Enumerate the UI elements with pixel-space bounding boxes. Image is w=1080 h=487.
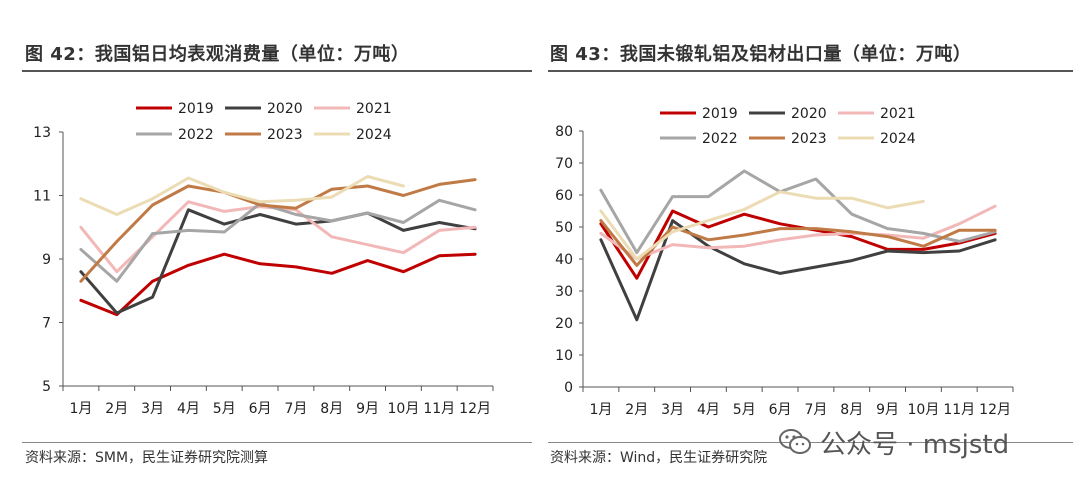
legend-label-2019: 2019 xyxy=(702,106,738,122)
y-tick-label: 7 xyxy=(42,316,51,332)
x-tick-label: 2月 xyxy=(105,401,128,417)
y-tick-label: 0 xyxy=(564,380,573,396)
y-tick-label: 13 xyxy=(33,125,51,141)
x-tick-label: 10月 xyxy=(908,402,940,418)
y-tick-label: 10 xyxy=(555,348,573,364)
chart-panel-export: 图 43：我国未锻轧铝及铝材出口量（单位：万吨） 0 10 20 30 40 50 60 70… xyxy=(540,0,1080,487)
series-line-2024 xyxy=(79,175,405,216)
chart-panel-consumption: 图 42：我国铝日均表观消费量（单位：万吨） 5 7 9 11 13 1月 2月 3月 4月 5月… xyxy=(0,0,532,487)
y-tick-label: 5 xyxy=(42,379,51,395)
x-tick-label: 3月 xyxy=(141,401,164,417)
series-line-2020 xyxy=(79,208,477,315)
y-tick-label: 50 xyxy=(555,220,573,236)
y-tick-label: 40 xyxy=(555,252,573,268)
title-divider xyxy=(22,70,532,72)
y-tick-label: 11 xyxy=(33,189,51,205)
x-tick-label: 1月 xyxy=(69,401,92,417)
x-tick-label: 3月 xyxy=(661,402,684,418)
x-tick-label: 7月 xyxy=(284,401,307,417)
x-tick-label: 5月 xyxy=(213,401,236,417)
y-tick-label: 9 xyxy=(42,252,51,268)
x-tick-label: 11月 xyxy=(943,402,975,418)
y-tick-label: 20 xyxy=(555,316,573,332)
legend-label-2021: 2021 xyxy=(880,106,916,122)
x-tick-label: 9月 xyxy=(876,402,899,418)
x-tick-label: 2月 xyxy=(625,402,648,418)
legend-label-2023: 2023 xyxy=(791,131,827,147)
y-tick-label: 70 xyxy=(555,156,573,172)
legend-label-2019: 2019 xyxy=(178,101,214,117)
legend-label-2024: 2024 xyxy=(880,131,916,147)
x-tick-label: 12月 xyxy=(979,402,1011,418)
legend-label-2020: 2020 xyxy=(791,106,827,122)
source-divider xyxy=(22,442,532,443)
watermark: 公众号 · msjstd xyxy=(778,424,1009,460)
legend-label-2021: 2021 xyxy=(356,101,392,117)
x-tick-label: 4月 xyxy=(697,402,720,418)
x-tick-label: 1月 xyxy=(589,402,612,418)
y-tick-label: 80 xyxy=(555,124,573,140)
x-tick-label: 8月 xyxy=(320,401,343,417)
legend-label-2020: 2020 xyxy=(267,101,303,117)
x-tick-label: 6月 xyxy=(769,402,792,418)
series-line-2021 xyxy=(79,200,477,274)
y-tick-label: 30 xyxy=(555,284,573,300)
legend-label-2022: 2022 xyxy=(702,131,738,147)
legend-label-2022: 2022 xyxy=(178,127,214,143)
x-tick-label: 12月 xyxy=(459,401,491,417)
source-note: 资料来源：Wind，民生证券研究院 xyxy=(550,450,768,466)
figure-title: 图 42：我国铝日均表观消费量（单位：万吨） xyxy=(25,44,410,65)
export-line-chart: 0 10 20 30 40 50 60 70 80 1月 2月 3月 4月 5月 6月 7月 8月 9月 10月 11… xyxy=(555,106,1014,418)
legend-label-2023: 2023 xyxy=(267,127,303,143)
series-line-2023 xyxy=(79,178,477,283)
x-tick-label: 8月 xyxy=(840,402,863,418)
x-tick-label: 10月 xyxy=(388,401,420,417)
series-line-2019 xyxy=(599,209,997,280)
source-note: 资料来源：SMM，民生证券研究院测算 xyxy=(25,450,269,466)
series-line-2023 xyxy=(599,219,997,267)
legend-label-2024: 2024 xyxy=(356,127,392,143)
x-tick-label: 6月 xyxy=(249,401,272,417)
series-line-2019 xyxy=(79,252,477,317)
x-tick-label: 5月 xyxy=(733,402,756,418)
series-line-2022 xyxy=(79,198,477,283)
x-tick-label: 11月 xyxy=(423,401,455,417)
y-tick-label: 60 xyxy=(555,188,573,204)
watermark-text: 公众号 · msjstd xyxy=(820,429,1010,460)
wechat-icon xyxy=(779,429,811,454)
title-divider xyxy=(548,70,1073,72)
figure-title: 图 43：我国未锻轧铝及铝材出口量（单位：万吨） xyxy=(550,44,972,65)
x-tick-label: 4月 xyxy=(177,401,200,417)
series-line-2024 xyxy=(599,190,925,261)
series-line-2022 xyxy=(599,169,997,255)
x-tick-label: 7月 xyxy=(804,402,827,418)
x-tick-label: 9月 xyxy=(356,401,379,417)
consumption-line-chart: 5 7 9 11 13 1月 2月 3月 4月 5月 6月 7月 8月 9月 10月 11月 12月 2019 20… xyxy=(33,101,494,417)
